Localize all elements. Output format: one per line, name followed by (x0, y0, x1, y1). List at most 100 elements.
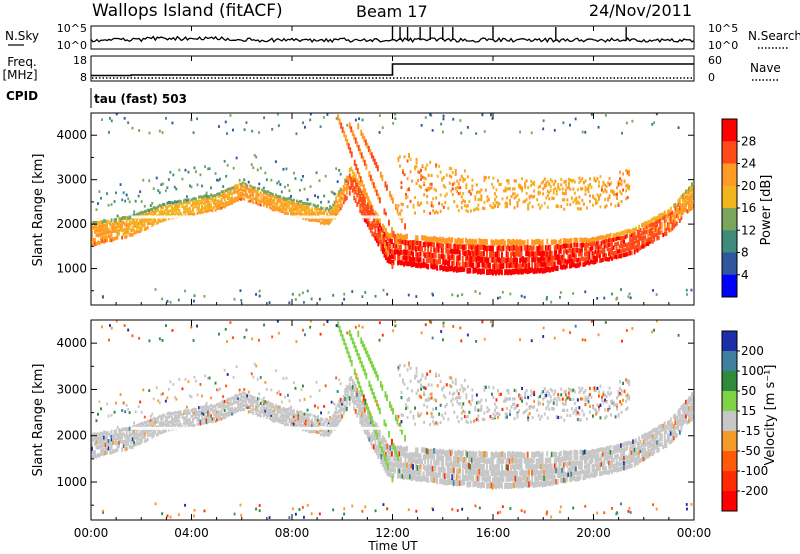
velocity-cell (433, 466, 436, 472)
power-cell (475, 206, 478, 210)
velocity-cell (463, 463, 466, 470)
velocity-cell (550, 463, 553, 470)
velocity-cell (151, 421, 154, 425)
power-cell (303, 210, 306, 214)
velocity-cell (318, 389, 321, 392)
power-cell (692, 185, 694, 191)
velocity-cell (406, 468, 409, 474)
velocity-cell (219, 402, 222, 406)
power-cell (504, 186, 507, 190)
velocity-cell (290, 423, 292, 427)
velocity-cell (348, 396, 351, 401)
velocity-cell (576, 460, 579, 466)
velocity-cell (446, 473, 449, 480)
power-cell (425, 257, 428, 263)
power-cell (351, 130, 354, 137)
power-cell (459, 178, 462, 182)
velocity-cell (605, 446, 608, 452)
velocity-cell (271, 403, 274, 407)
power-cell (544, 245, 547, 251)
velocity-cell (517, 482, 520, 489)
power-cell (280, 204, 283, 208)
power-cell (565, 259, 568, 265)
power-cell (92, 241, 95, 246)
power-cell (592, 203, 594, 207)
power-cell (308, 206, 311, 210)
velocity-cell (189, 423, 191, 427)
power-cell (353, 190, 356, 195)
velocity-cell (473, 481, 476, 487)
velocity-cell (97, 437, 99, 442)
velocity-cell (271, 419, 274, 423)
power-cell (574, 257, 577, 262)
power-cell (100, 237, 102, 242)
velocity-cell (243, 388, 246, 391)
velocity-cell (305, 416, 308, 420)
power-cell (300, 212, 303, 216)
power-cell (311, 218, 314, 222)
velocity-cell (537, 451, 540, 457)
power-cell (622, 172, 625, 176)
velocity-cell (127, 442, 130, 446)
velocity-cell (297, 419, 300, 423)
velocity-cell (199, 412, 202, 416)
velocity-cell (381, 461, 384, 467)
power-cell (532, 251, 535, 257)
power-cell (232, 198, 235, 201)
velocity-cell (354, 394, 357, 400)
power-cell (462, 177, 465, 181)
velocity-cell (576, 455, 579, 461)
power-cell (237, 186, 240, 190)
power-cell (456, 294, 459, 298)
velocity-cell (449, 460, 452, 467)
power-cell (415, 250, 418, 257)
velocity-cell (574, 455, 577, 461)
velocity-cell (427, 470, 430, 477)
velocity-cell (398, 446, 401, 452)
power-cell (647, 223, 650, 228)
power-cell (101, 231, 104, 236)
power-cell (602, 257, 604, 262)
power-cell (106, 219, 109, 224)
power-cell (656, 219, 659, 224)
velocity-cell (160, 415, 163, 419)
power-cell (630, 241, 633, 247)
velocity-cell (330, 417, 333, 421)
velocity-cell (252, 401, 255, 405)
power-cell (516, 239, 519, 245)
velocity-cell (189, 418, 191, 422)
velocity-cell (207, 405, 210, 409)
velocity-cell (531, 469, 534, 476)
power-cell (455, 238, 458, 245)
velocity-cell (481, 475, 484, 482)
power-cell (130, 233, 133, 237)
velocity-cell (526, 463, 529, 469)
velocity-cell (323, 430, 326, 434)
power-cell (587, 238, 589, 244)
power-cell (568, 263, 571, 269)
power-cell (386, 246, 389, 252)
power-cell (139, 229, 142, 233)
power-cell (103, 223, 106, 228)
velocity-cell (207, 413, 210, 417)
velocity-cell (139, 438, 142, 442)
velocity-cell (600, 447, 603, 452)
power-cell (282, 199, 285, 203)
power-cell (442, 265, 445, 272)
velocity-cell (293, 415, 295, 419)
velocity-cell (173, 414, 176, 418)
power-cell (130, 215, 133, 220)
power-cell (615, 254, 618, 260)
power-cell (235, 198, 238, 202)
velocity-cell (265, 410, 268, 414)
velocity-cell (300, 410, 303, 414)
power-cell (656, 228, 659, 233)
power-cell (473, 267, 476, 274)
power-cell (439, 258, 442, 265)
power-cell (288, 301, 291, 305)
power-cell (490, 245, 493, 252)
velocity-cell (442, 472, 445, 478)
velocity-cell (116, 425, 119, 429)
power-cell (276, 181, 279, 185)
power-cell (660, 225, 663, 230)
